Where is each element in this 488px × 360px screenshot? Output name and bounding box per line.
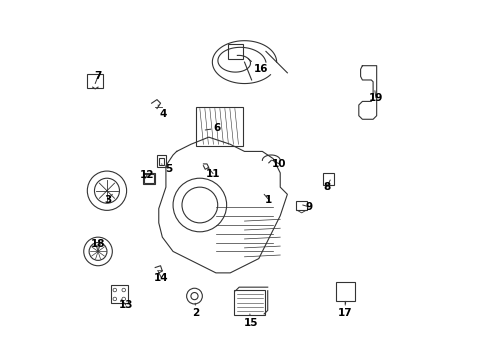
- Text: 1: 1: [264, 194, 272, 204]
- Text: 18: 18: [91, 239, 105, 251]
- Bar: [110, 285, 128, 303]
- Text: 17: 17: [337, 301, 352, 318]
- Bar: [335, 282, 354, 301]
- Text: 3: 3: [104, 194, 112, 204]
- Bar: [142, 173, 155, 184]
- Text: 4: 4: [158, 105, 166, 119]
- Text: 13: 13: [119, 300, 133, 310]
- Text: 7: 7: [94, 71, 102, 84]
- Bar: [296, 202, 306, 210]
- Text: 10: 10: [272, 159, 286, 169]
- Text: 15: 15: [243, 314, 258, 328]
- Bar: [228, 44, 242, 59]
- Text: 16: 16: [247, 59, 267, 74]
- Text: 6: 6: [205, 123, 221, 133]
- Bar: [143, 174, 154, 183]
- Text: 12: 12: [140, 170, 154, 180]
- Text: 9: 9: [302, 202, 312, 212]
- Text: 19: 19: [368, 91, 383, 103]
- Bar: [157, 155, 165, 167]
- Text: 8: 8: [323, 180, 329, 192]
- Bar: [159, 158, 164, 165]
- Text: 14: 14: [154, 271, 168, 283]
- Bar: [323, 173, 333, 185]
- Text: 2: 2: [192, 303, 199, 318]
- Text: 11: 11: [205, 167, 220, 179]
- Text: 5: 5: [162, 164, 172, 174]
